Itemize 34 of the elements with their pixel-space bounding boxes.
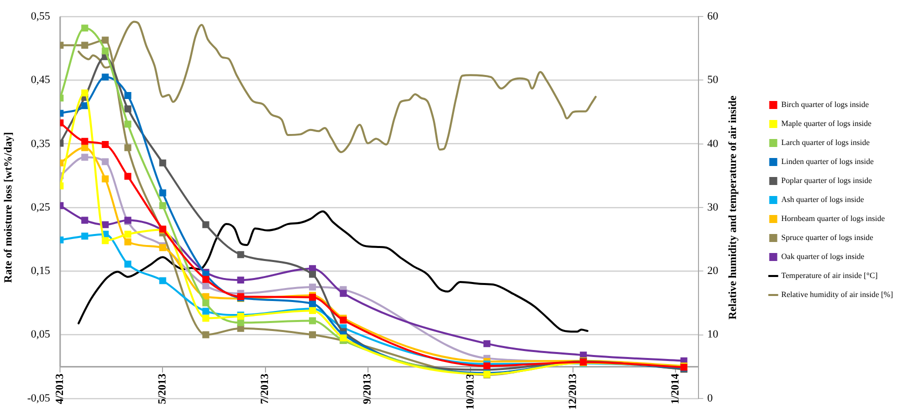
legend-label: Linden quarter of logs inside	[781, 157, 874, 166]
x-tick-label: 10/2013	[464, 373, 476, 410]
x-tick-label: 9/2013	[362, 373, 374, 404]
y-tick-label: 0,55	[30, 10, 51, 22]
legend-label: Maple quarter of logs inside	[781, 119, 872, 128]
legend-label: Spruce quarter of logs inside	[781, 233, 874, 242]
y-axis-title: Rate of moisture loss [wt%/day]	[2, 132, 14, 283]
x-tick-label: 5/2013	[156, 373, 169, 404]
y-tick-label: 0,45	[30, 74, 51, 86]
y-tick-label: 0,15	[30, 265, 51, 278]
legend-label: Birch quarter of logs inside	[781, 100, 870, 110]
y-tick-label: -0,05	[27, 392, 51, 404]
y2-axis-title: Relative humidity and temperature of air inside	[727, 95, 740, 320]
y2-tick-label: 60	[707, 10, 719, 22]
y2-tick-label: 10	[707, 328, 719, 341]
y-tick-label: 0,35	[30, 138, 51, 150]
legend-label: Hornbeam quarter of logs inside	[781, 214, 886, 224]
x-tick-label: 1/2014	[670, 373, 682, 404]
y-tick-label: 0,05	[30, 328, 51, 341]
y2-tick-label: 50	[707, 74, 719, 86]
y2-tick-label: 20	[707, 265, 719, 278]
x-tick-label: 4/2013	[54, 373, 66, 404]
x-tick-label: 7/2013	[259, 373, 272, 404]
legend-label: Oak quarter of logs inside	[781, 252, 865, 262]
legend-label: Relative humidity of air inside [%]	[781, 290, 894, 300]
y2-tick-label: 0	[707, 392, 714, 404]
y-tick-label: 0,25	[30, 201, 51, 214]
y2-tick-label: 40	[707, 138, 719, 150]
legend-label: Temperature of air inside [°C]	[781, 271, 878, 280]
x-tick-label: 12/2013	[566, 373, 579, 410]
legend-label: Larch quarter of logs inside	[781, 138, 870, 148]
legend-label: Poplar quarter of logs inside	[781, 176, 872, 186]
legend-label: Ash quarter of logs inside	[781, 195, 864, 204]
y2-tick-label: 30	[707, 201, 719, 214]
